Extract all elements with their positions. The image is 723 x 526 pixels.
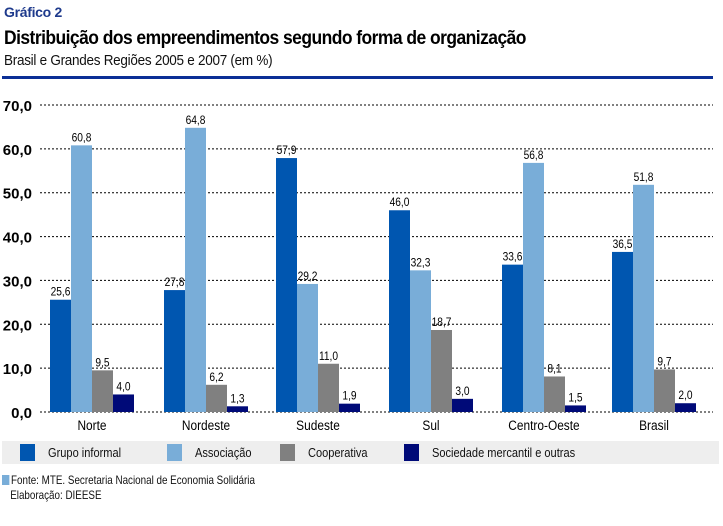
bar xyxy=(50,299,71,412)
data-label: 56,8 xyxy=(524,149,544,162)
legend-item-grupo-informal: Grupo informal xyxy=(20,443,134,462)
data-label: 46,0 xyxy=(390,197,410,210)
x-tick-label: Centro-Oeste xyxy=(508,417,579,433)
header-divider xyxy=(2,76,713,79)
bar xyxy=(71,145,92,412)
bar xyxy=(502,264,523,412)
legend-label: Associação xyxy=(195,445,252,460)
source-text: Fonte: MTE. Secretaria Nacional de Econo… xyxy=(11,473,255,487)
data-label: 11,0 xyxy=(319,350,338,363)
legend-swatch xyxy=(280,444,295,461)
legend-label: Grupo informal xyxy=(48,445,122,460)
legend: Grupo informal Associação Cooperativa So… xyxy=(2,441,719,464)
data-label: 29,2 xyxy=(298,270,318,283)
source-note: Fonte: MTE. Secretaria Nacional de Econo… xyxy=(2,473,310,503)
value-labels: 25,6 60,8 9,5 4,0 27,8 64,8 6,2 1,3 57,9 29,2 11,0… xyxy=(51,114,693,405)
bar xyxy=(633,184,654,412)
x-tick-label: Brasil xyxy=(639,417,669,433)
credit-text: Elaboração: DIEESE xyxy=(10,488,102,502)
bar xyxy=(164,290,185,412)
bar xyxy=(654,369,675,412)
bar xyxy=(227,406,248,412)
y-tick-label: 0,0 xyxy=(11,405,32,422)
bar xyxy=(452,398,473,412)
x-tick-label: Sudeste xyxy=(296,417,340,433)
bar xyxy=(410,270,431,412)
data-label: 6,2 xyxy=(209,371,223,384)
legend-item-sociedade-mercantil: Sociedade mercantil e outras xyxy=(404,443,600,462)
x-tick-label: Sul xyxy=(422,417,439,433)
data-label: 57,9 xyxy=(277,144,297,157)
bar xyxy=(339,403,360,412)
data-label: 2,0 xyxy=(678,390,692,403)
data-label: 36,5 xyxy=(613,238,633,251)
data-label: 1,9 xyxy=(342,390,356,403)
bar xyxy=(297,283,318,412)
data-label: 64,8 xyxy=(186,114,206,127)
bar xyxy=(612,251,633,412)
data-label: 18,7 xyxy=(432,316,452,329)
chart-title: Distribuição dos empreendimentos segundo… xyxy=(4,28,526,49)
data-label: 60,8 xyxy=(72,132,92,145)
bar xyxy=(523,162,544,412)
legend-swatch xyxy=(20,444,35,461)
legend-swatch xyxy=(404,444,419,461)
legend-label: Cooperativa xyxy=(308,445,368,460)
bar xyxy=(565,405,586,412)
y-tick-label: 30,0 xyxy=(3,273,32,290)
data-label: 32,3 xyxy=(411,257,431,270)
chart-subtitle: Brasil e Grandes Regiões 2005 e 2007 (em… xyxy=(4,52,273,69)
y-tick-label: 20,0 xyxy=(3,317,32,334)
data-label: 27,8 xyxy=(165,276,185,289)
source-bullet-icon xyxy=(2,475,10,485)
bar xyxy=(431,329,452,412)
bar xyxy=(185,127,206,412)
data-label: 33,6 xyxy=(503,251,523,264)
bar xyxy=(389,210,410,412)
x-axis: Norte Nordeste Sudeste Sul Centro-Oeste Brasi… xyxy=(77,417,669,433)
data-label: 9,7 xyxy=(657,356,671,369)
bar xyxy=(206,384,227,412)
chart-label: Gráfico 2 xyxy=(4,4,62,20)
y-axis: 0,0 10,0 20,0 30,0 40,0 50,0 60,0 70,0 xyxy=(3,98,32,422)
data-label: 1,5 xyxy=(568,392,582,405)
data-label: 3,0 xyxy=(455,385,469,398)
x-tick-label: Nordeste xyxy=(182,417,230,433)
legend-item-cooperativa: Cooperativa xyxy=(280,443,378,462)
data-label: 8,1 xyxy=(547,363,561,376)
data-label: 1,3 xyxy=(230,393,244,406)
legend-swatch xyxy=(167,444,182,461)
y-tick-label: 10,0 xyxy=(3,361,32,378)
bar xyxy=(92,370,113,412)
y-tick-label: 70,0 xyxy=(3,98,32,115)
data-label: 51,8 xyxy=(634,171,654,184)
bar xyxy=(675,403,696,412)
legend-item-associacao: Associação xyxy=(167,443,261,462)
bar xyxy=(113,394,134,412)
y-tick-label: 40,0 xyxy=(3,230,32,247)
bar-chart: 0,0 10,0 20,0 30,0 40,0 50,0 60,0 70,0 25,6 60,8… xyxy=(3,98,713,433)
data-label: 9,5 xyxy=(95,357,109,370)
bars xyxy=(50,127,696,412)
gridlines xyxy=(40,104,713,413)
bar xyxy=(276,158,297,412)
y-tick-label: 50,0 xyxy=(3,186,32,203)
legend-label: Sociedade mercantil e outras xyxy=(432,445,576,460)
data-label: 25,6 xyxy=(51,286,71,299)
bar xyxy=(544,376,565,412)
bar xyxy=(318,363,339,412)
y-tick-label: 60,0 xyxy=(3,142,32,159)
x-tick-label: Norte xyxy=(77,417,106,433)
data-label: 4,0 xyxy=(116,381,130,394)
